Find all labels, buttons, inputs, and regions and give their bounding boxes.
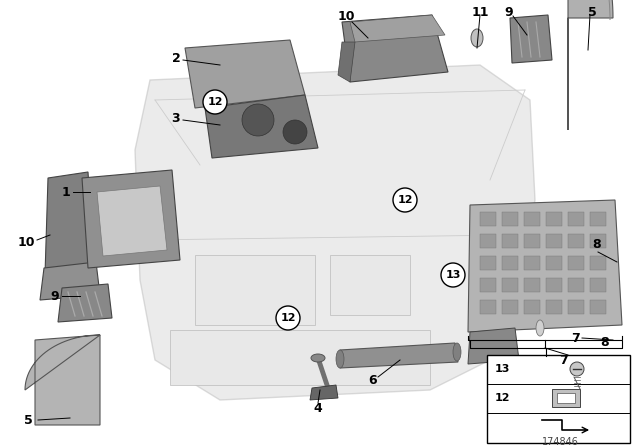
Text: 10: 10	[337, 10, 355, 23]
Bar	[524, 278, 540, 292]
Circle shape	[276, 306, 300, 330]
Bar	[568, 278, 584, 292]
Polygon shape	[135, 65, 535, 400]
Polygon shape	[97, 186, 167, 256]
Polygon shape	[350, 15, 445, 42]
Text: 7: 7	[572, 332, 580, 345]
Bar	[568, 234, 584, 248]
Text: 6: 6	[369, 375, 378, 388]
Ellipse shape	[536, 320, 544, 336]
Bar	[502, 300, 518, 314]
Polygon shape	[338, 42, 355, 82]
Bar	[502, 278, 518, 292]
Text: 1: 1	[61, 185, 70, 198]
Text: 9: 9	[51, 289, 60, 302]
Bar	[590, 212, 606, 226]
Bar	[502, 256, 518, 270]
Text: 9: 9	[505, 7, 513, 20]
Polygon shape	[468, 200, 622, 332]
Bar	[524, 300, 540, 314]
Polygon shape	[25, 335, 100, 425]
Polygon shape	[468, 328, 519, 364]
Bar	[590, 234, 606, 248]
Ellipse shape	[336, 350, 344, 368]
Text: 8: 8	[593, 238, 602, 251]
Bar	[568, 256, 584, 270]
Polygon shape	[45, 172, 94, 275]
Bar	[546, 278, 562, 292]
Bar	[480, 234, 496, 248]
Text: 5: 5	[588, 5, 596, 18]
Bar	[487, 355, 630, 443]
Text: 12: 12	[207, 97, 223, 107]
Bar	[546, 212, 562, 226]
Text: 13: 13	[495, 364, 510, 374]
Text: 13: 13	[445, 270, 461, 280]
Bar	[568, 212, 584, 226]
Text: 174846: 174846	[541, 437, 579, 447]
Text: 11: 11	[471, 7, 489, 20]
Text: 12: 12	[495, 393, 511, 403]
Bar	[546, 256, 562, 270]
Ellipse shape	[453, 343, 461, 361]
Bar	[552, 389, 580, 407]
Polygon shape	[40, 262, 100, 300]
Bar	[590, 256, 606, 270]
Text: 8: 8	[601, 336, 609, 349]
Polygon shape	[510, 15, 552, 63]
Text: 5: 5	[24, 414, 33, 427]
Bar	[557, 393, 575, 403]
Bar	[568, 300, 584, 314]
Circle shape	[283, 120, 307, 144]
Polygon shape	[342, 15, 448, 82]
Text: 12: 12	[280, 313, 296, 323]
Ellipse shape	[471, 29, 483, 47]
Circle shape	[203, 90, 227, 114]
Bar	[502, 212, 518, 226]
Polygon shape	[58, 284, 112, 322]
Polygon shape	[310, 385, 338, 400]
Bar	[170, 330, 430, 385]
Bar	[524, 234, 540, 248]
Text: 10: 10	[17, 236, 35, 249]
Circle shape	[441, 263, 465, 287]
Bar	[524, 212, 540, 226]
Bar	[590, 278, 606, 292]
Polygon shape	[568, 0, 613, 130]
Bar	[546, 300, 562, 314]
Circle shape	[570, 362, 584, 376]
Text: 7: 7	[559, 353, 568, 366]
Polygon shape	[82, 170, 180, 268]
Text: 3: 3	[172, 112, 180, 125]
Bar	[590, 300, 606, 314]
Bar	[480, 278, 496, 292]
Polygon shape	[185, 40, 305, 108]
Bar	[330, 255, 410, 315]
Bar	[195, 255, 315, 325]
Text: 12: 12	[397, 195, 413, 205]
Polygon shape	[340, 343, 458, 368]
Bar	[480, 300, 496, 314]
Text: 4: 4	[314, 401, 323, 414]
Polygon shape	[205, 95, 318, 158]
Bar	[502, 234, 518, 248]
Circle shape	[242, 104, 274, 136]
Text: 2: 2	[172, 52, 180, 65]
Bar	[524, 256, 540, 270]
Bar	[480, 256, 496, 270]
Circle shape	[393, 188, 417, 212]
Ellipse shape	[311, 354, 325, 362]
Bar	[546, 234, 562, 248]
Bar	[480, 212, 496, 226]
